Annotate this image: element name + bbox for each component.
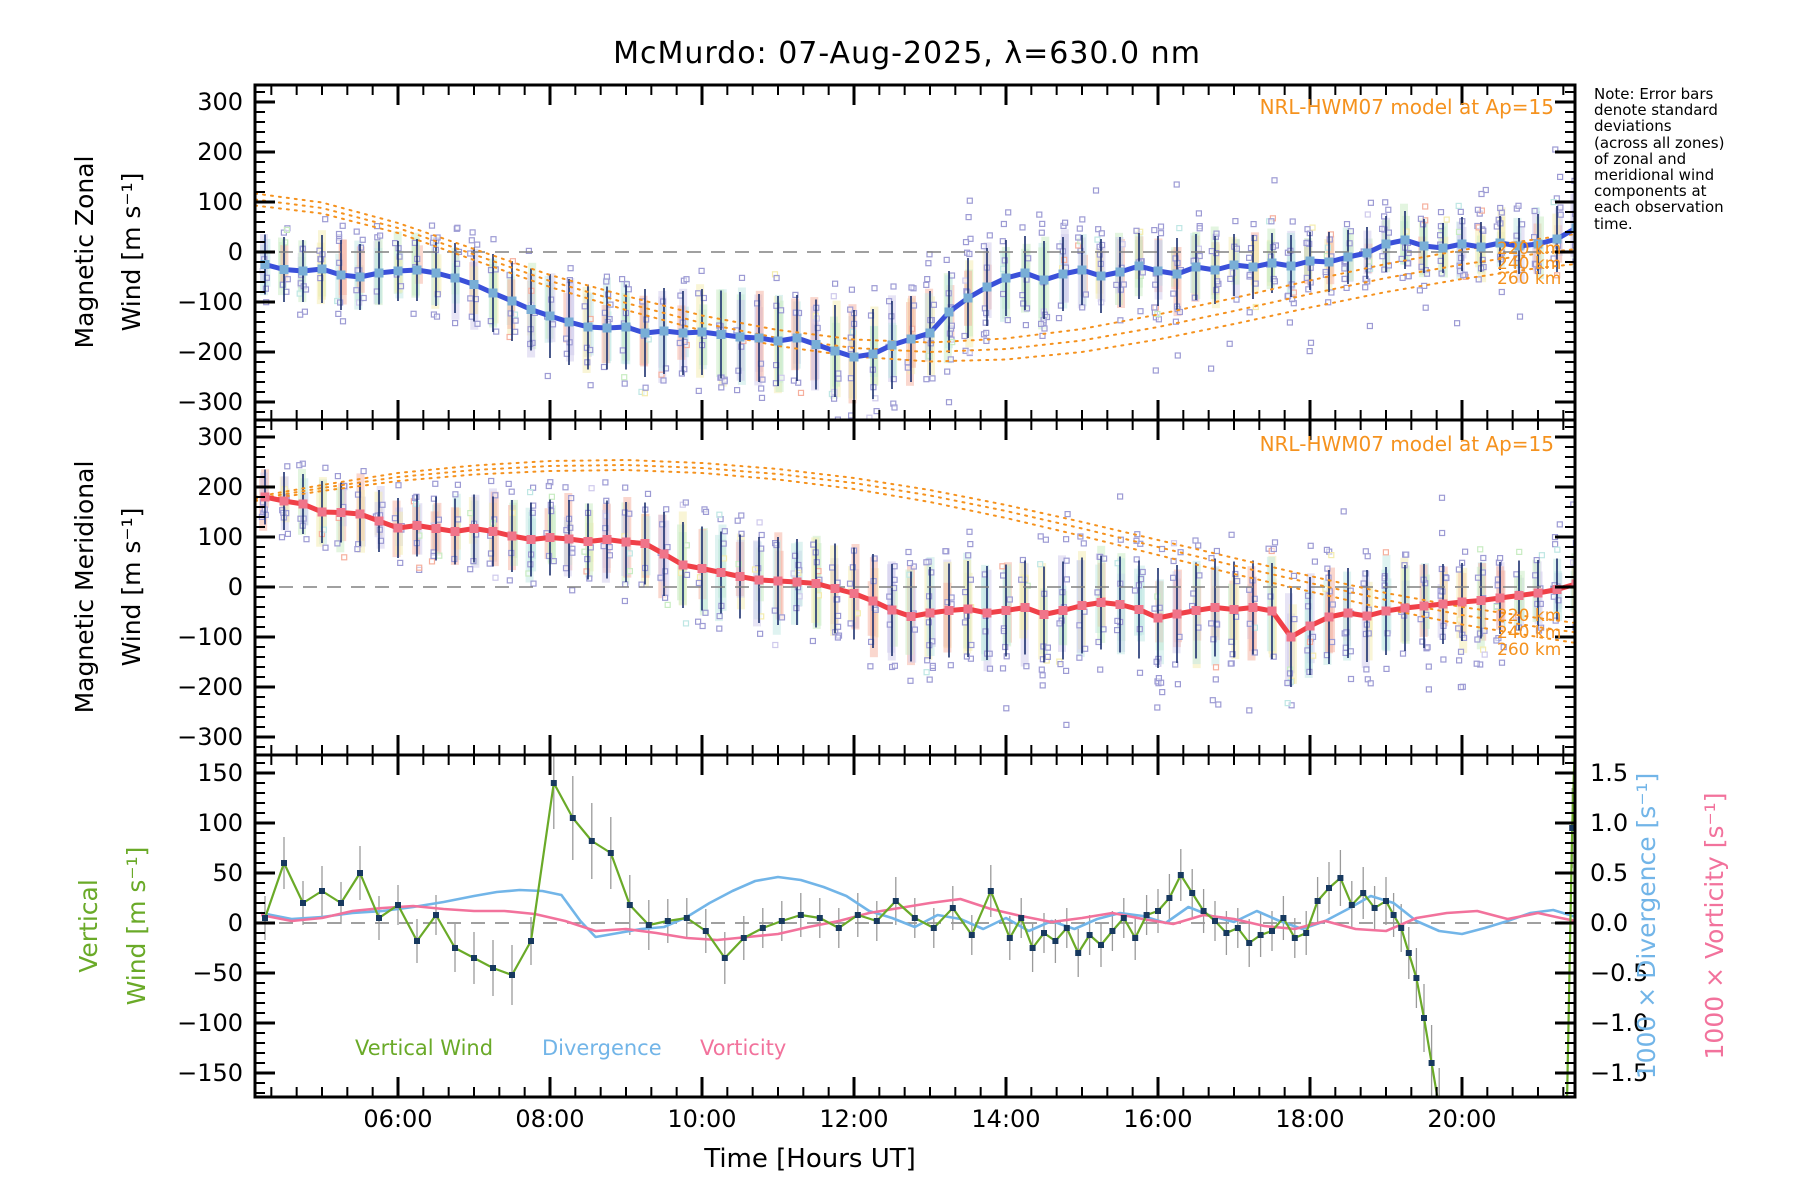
y-axis-title-zonal-line2: Wind [m s⁻¹] xyxy=(117,173,146,332)
model-curve-alt220 xyxy=(255,458,1575,624)
error-bars xyxy=(264,206,1558,404)
x-tick-label: 10:00 xyxy=(667,1105,736,1133)
hwm07-model-curves xyxy=(255,192,1575,363)
x-axis-title: Time [Hours UT] xyxy=(704,1144,916,1174)
legend-vertical-wind: Vertical Wind xyxy=(355,1036,494,1060)
y-tick-label: −300 xyxy=(177,388,243,416)
altitude-label-220km: 220 km xyxy=(1497,606,1562,626)
y-axis-title-vertical-line1: Vertical xyxy=(74,879,103,973)
y-axis-title-meridional-line2: Wind [m s⁻¹] xyxy=(117,508,146,667)
y-tick-label: −200 xyxy=(177,673,243,701)
y-tick-label: 0 xyxy=(228,573,243,601)
right-axis-title-vorticity: 1000 × Vorticity [s⁻¹] xyxy=(1700,793,1729,1060)
x-tick-label: 06:00 xyxy=(363,1105,432,1133)
vertical-wind-error-bars xyxy=(264,755,1573,1097)
y-tick-label: 200 xyxy=(197,138,243,166)
vertical-wind-markers xyxy=(262,780,1575,1066)
y-tick-label: −100 xyxy=(177,288,243,316)
right-y-tick-label: 1.5 xyxy=(1590,759,1628,787)
y-tick-label: −100 xyxy=(177,1009,243,1037)
mean-markers xyxy=(260,223,1575,362)
x-tick-label: 16:00 xyxy=(1123,1105,1192,1133)
altitude-label-240km: 240 km xyxy=(1497,623,1562,643)
altitude-label-260km: 260 km xyxy=(1497,269,1562,289)
model-annotation-meridional: NRL-HWM07 model at Ap=15 xyxy=(1259,432,1554,456)
legend-vorticity: Vorticity xyxy=(700,1036,787,1060)
right-y-tick-label: 1.0 xyxy=(1590,809,1628,837)
note-line: components at xyxy=(1594,182,1707,201)
y-tick-label: 300 xyxy=(197,423,243,451)
model-annotation-zonal: NRL-HWM07 model at Ap=15 xyxy=(1259,95,1554,119)
altitude-label-240km: 240 km xyxy=(1497,254,1562,274)
note-block: Note: Error bars denote standard deviati… xyxy=(1594,86,1724,232)
magnetic-zonal-mean-line xyxy=(264,225,1575,360)
note-line: (across all zones) xyxy=(1594,133,1725,152)
panel-magnetic-zonal xyxy=(255,146,1575,420)
note-line: Note: Error bars xyxy=(1594,85,1714,103)
page-title: McMurdo: 07-Aug-2025, λ=630.0 nm xyxy=(613,36,1201,71)
y-tick-label: 50 xyxy=(212,859,243,887)
y-tick-label: 300 xyxy=(197,88,243,116)
y-tick-label: 100 xyxy=(197,188,243,216)
note-line: deviations xyxy=(1594,117,1672,136)
y-tick-label: −150 xyxy=(177,1059,243,1087)
y-tick-label: 200 xyxy=(197,473,243,501)
error-bars xyxy=(264,469,1558,687)
mean-markers xyxy=(260,492,1575,642)
x-tick-label: 18:00 xyxy=(1275,1105,1344,1133)
altitude-label-220km: 220 km xyxy=(1497,239,1562,259)
model-curve-alt220 xyxy=(255,192,1575,344)
right-axis-title-divergence: 1000 × Divergence [s⁻¹] xyxy=(1632,773,1661,1080)
y-tick-label: 150 xyxy=(197,759,243,787)
zone-bands xyxy=(260,192,1575,404)
right-y-tick-label: −1.5 xyxy=(1590,1059,1648,1087)
panel-vertical-divergence-vorticity xyxy=(255,755,1575,1097)
right-y-tick-label: 0.0 xyxy=(1590,909,1628,937)
right-y-tick-label: 0.5 xyxy=(1590,859,1628,887)
panel-magnetic-meridional xyxy=(255,458,1575,729)
y-tick-label: 100 xyxy=(197,523,243,551)
y-axis-title-zonal-line1: Magnetic Zonal xyxy=(70,156,99,349)
y-tick-label: 100 xyxy=(197,809,243,837)
x-tick-label: 08:00 xyxy=(515,1105,584,1133)
y-tick-label: 0 xyxy=(228,909,243,937)
y-axis-title-vertical-line2: Wind [m s⁻¹] xyxy=(122,847,151,1006)
x-tick-label: 20:00 xyxy=(1427,1105,1496,1133)
right-y-tick-label: −0.5 xyxy=(1590,959,1648,987)
note-line: time. xyxy=(1594,214,1633,233)
right-y-tick-label: −1.0 xyxy=(1590,1009,1648,1037)
y-tick-label: −100 xyxy=(177,623,243,651)
divergence-line xyxy=(260,875,1575,939)
note-line: denote standard xyxy=(1594,101,1718,120)
axes: 300 200 100 0 −100 −200 −300 300 200 100 0 −100 −200… xyxy=(70,83,1729,1133)
y-tick-label: −300 xyxy=(177,723,243,751)
note-line: of zonal and xyxy=(1594,149,1687,168)
vorticity-line xyxy=(260,897,1575,942)
model-curve-alt240 xyxy=(255,463,1575,634)
altitude-label-260km: 260 km xyxy=(1497,640,1562,660)
model-curve-alt260 xyxy=(255,204,1575,363)
note-line: meridional wind xyxy=(1594,166,1715,185)
legend-divergence: Divergence xyxy=(542,1036,662,1060)
hwm07-model-curves xyxy=(255,458,1575,644)
magnetic-meridional-mean-line xyxy=(264,494,1575,640)
note-line: each observation xyxy=(1594,198,1724,217)
x-tick-label: 12:00 xyxy=(819,1105,888,1133)
x-tick-label: 14:00 xyxy=(971,1105,1040,1133)
y-tick-label: −50 xyxy=(192,959,243,987)
y-axis-title-meridional-line1: Magnetic Meridional xyxy=(70,461,99,714)
y-tick-label: −200 xyxy=(177,338,243,366)
y-tick-label: 0 xyxy=(228,238,243,266)
model-curve-alt240 xyxy=(255,198,1575,354)
